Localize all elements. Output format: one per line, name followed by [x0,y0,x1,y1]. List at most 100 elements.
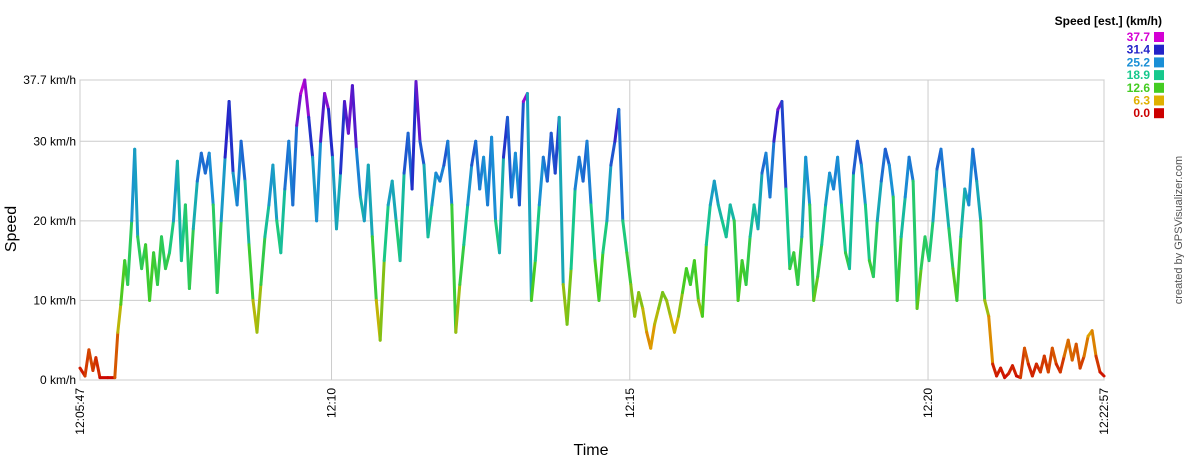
speed-line-segment [164,251,171,271]
speed-line-segment [529,259,537,302]
speed-line-segment [621,219,629,255]
speed-line-segment [891,195,899,302]
speed-line-segment [366,163,374,239]
speed-line-segment [1098,370,1106,378]
speed-line-segment [883,147,891,167]
speed-line-segment [748,203,756,239]
speed-line-segment [195,151,203,183]
speed-line-segment [295,92,303,127]
y-axis-ticks: 37.7 km/h 30 km/h 20 km/h 10 km/h 0 km/h [23,73,76,387]
speed-line-segment [1090,329,1098,358]
speed-line-segment [327,107,334,159]
speed-line-segment [1046,346,1054,374]
speed-line-segment [414,80,422,143]
speed-line-segment [903,155,911,199]
legend-swatch [1154,70,1164,81]
speed-line-segment [243,179,251,247]
speed-line-segment [219,155,227,223]
x-tick-label: 12:05:47 [73,388,87,435]
speed-line-segment [1023,346,1030,366]
speed-line-segment [840,203,847,255]
speed-line-segment [1058,354,1066,374]
speed-line-segment [609,139,617,167]
speed-line-segment [796,235,804,286]
speed-line-segment [732,219,740,302]
legend-title: Speed [est.] (km/h) [1055,14,1162,28]
speed-line-segment [339,100,346,175]
speed-line-segment [454,283,462,334]
legend-value: 0.0 [1133,106,1150,120]
speed-line-segment [119,259,127,306]
speed-line-segment [537,155,545,207]
speed-line-segment [422,163,430,239]
x-axis-ticks: 12:05:47 12:10 12:15 12:20 12:22:57 [73,388,1111,435]
speed-line-segment [474,139,482,191]
speed-line-segment [227,100,235,175]
speed-line-segment [426,203,434,239]
speed-line-segment [490,135,498,223]
x-tick-label: 12:20 [921,388,935,418]
speed-line-segment [681,267,688,294]
speed-line-segment [533,203,541,263]
speed-line-segment [673,314,680,334]
speed-line-segment [450,203,458,334]
credit-text: created by GPSVisualizer.com [1173,156,1184,304]
x-tick-label: 12:15 [623,388,637,418]
speed-line-segment [315,139,323,223]
speed-line-segment [462,203,470,247]
speed-line-segment [458,243,466,286]
speed-line-segment [187,227,195,290]
speed-line-segment [498,155,505,255]
speed-line-segment [633,291,641,318]
speed-line-segment [824,171,832,207]
speed-line-segment [816,243,824,279]
speed-line-segment [191,179,199,231]
legend-value: 31.4 [1127,43,1151,57]
speed-line-segment [557,115,565,286]
speed-line-segment [1094,354,1102,374]
speed-line-segment [398,171,406,263]
speed-line-segment [863,203,871,263]
speed-line-segment [907,155,915,183]
x-tick-label: 12:22:57 [1097,388,1111,435]
speed-line-segment [133,147,140,239]
speed-line-segment [1050,346,1058,366]
speed-line-segment [915,267,923,310]
speed-line-segment [637,291,645,310]
speed-line-segment [331,155,338,231]
speed-line-segment [113,330,120,380]
speed-line-segment [525,92,533,302]
speed-line-segment [939,147,947,191]
speed-line-segment [323,92,330,111]
legend-swatch [1154,95,1164,106]
speed-line-segment [895,235,903,302]
speed-line-segment [979,219,987,302]
speed-line-segment [704,203,712,247]
speed-line-segment [1011,364,1018,378]
speed-line-segment [852,139,859,175]
speed-line-segment [291,123,299,207]
grid-lines [79,79,1105,381]
speed-line-segment [728,203,736,223]
speed-line-segment [927,219,935,263]
speed-line-segment [967,147,975,207]
speed-line-segment [943,187,951,231]
speed-line-segment [820,203,828,247]
legend-swatch [1154,44,1164,55]
speed-line-segment [207,151,215,207]
speed-line-segment [94,356,102,380]
speed-line-segment [617,107,625,223]
speed-line-segment [1078,354,1086,370]
speed-line-segment [183,203,191,290]
speed-line-segment [156,235,163,286]
speed-line-segment [677,291,684,318]
speed-line-segment [987,314,995,366]
legend: Speed [est.] (km/h) 37.731.425.218.912.6… [1055,14,1164,120]
speed-line-segment [712,179,720,207]
speed-line-segment [804,155,812,207]
speed-line-segment [1019,346,1026,380]
speed-line-segment [235,139,243,207]
speed-line-segment [247,243,255,302]
speed-line-segment [506,115,513,199]
speed-line-segment [836,155,843,207]
